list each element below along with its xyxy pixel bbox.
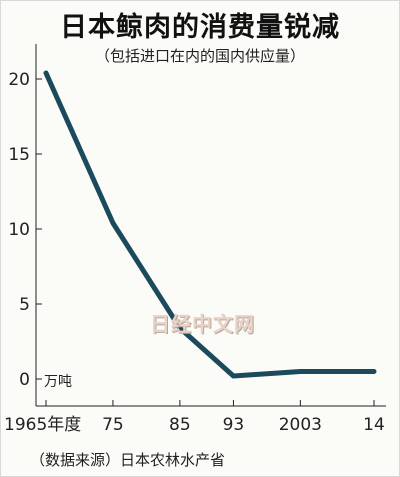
chart-series — [43, 70, 377, 379]
y-tick-label: 15 — [8, 145, 30, 165]
consumption-line — [43, 70, 377, 379]
chart-subtitle: （包括进口在内的国内供应量） — [94, 47, 305, 65]
x-tick-label: 1965年度 — [4, 415, 81, 435]
chart-axes: 0 5 10 15 20 1965年度 75 85 93 2003 14 — [4, 44, 386, 435]
source-note: （数据来源）日本农林水产省 — [30, 451, 226, 469]
x-tick-label: 93 — [223, 415, 245, 435]
x-tick-label: 14 — [363, 415, 385, 435]
y-tick-label: 10 — [8, 220, 30, 240]
chart-title: 日本鲸肉的消费量锐减 — [60, 12, 340, 43]
y-tick-label: 20 — [8, 70, 30, 90]
y-tick-label: 0 — [19, 370, 30, 390]
y-tick-label: 5 — [19, 295, 30, 315]
unit-label: 万吨 — [44, 374, 72, 390]
watermark-logo: 日经中文网 — [150, 312, 255, 336]
x-tick-label: 85 — [169, 415, 191, 435]
x-tick-label: 2003 — [279, 415, 322, 435]
x-tick-label: 75 — [102, 415, 124, 435]
